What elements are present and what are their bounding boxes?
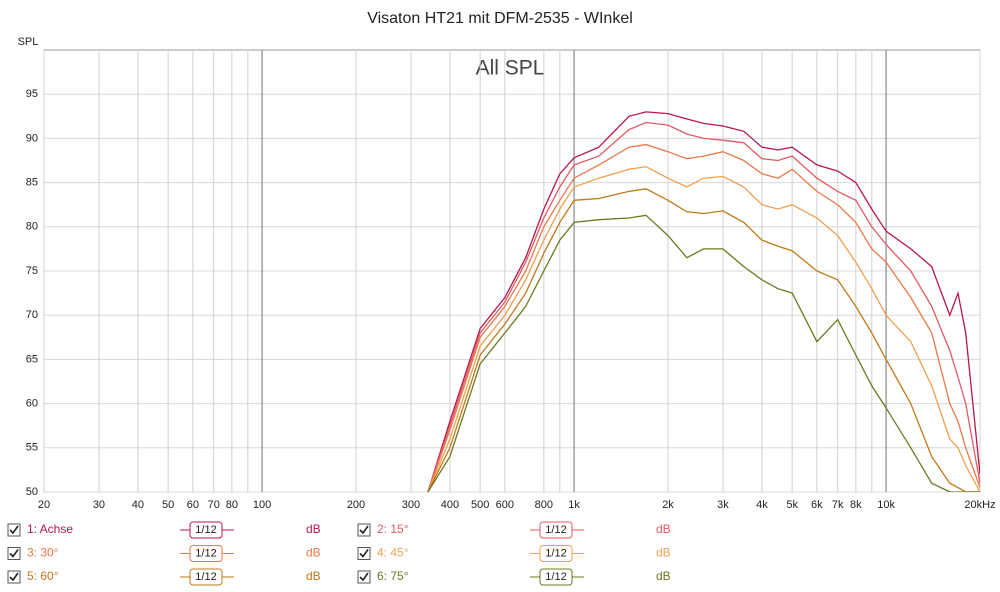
x-tick-label: 6k bbox=[811, 499, 823, 511]
smoothing-box[interactable] bbox=[189, 568, 223, 586]
smoothing-label: 1/12 bbox=[545, 571, 566, 583]
x-tick-label: 400 bbox=[441, 499, 459, 511]
y-tick-label: 75 bbox=[26, 265, 38, 277]
smoothing-box[interactable] bbox=[189, 545, 223, 562]
unit-label: dB bbox=[656, 522, 671, 536]
legend-checkbox[interactable] bbox=[357, 570, 371, 584]
unit-label: dB bbox=[306, 569, 321, 583]
x-tick-label: 70 bbox=[208, 499, 220, 511]
x-tick-label: 80 bbox=[226, 499, 238, 511]
unit-label: dB bbox=[656, 546, 671, 560]
legend-label: 6: 75° bbox=[377, 569, 409, 583]
x-tick-label: 20 bbox=[38, 499, 50, 511]
legend-check bbox=[9, 572, 19, 582]
legend-label: 5: 60° bbox=[27, 569, 59, 583]
x-tick-label: 600 bbox=[496, 499, 514, 511]
y-tick-label: 70 bbox=[26, 309, 38, 321]
x-tick-label: 3k bbox=[717, 499, 729, 511]
y-tick-label: 85 bbox=[26, 177, 38, 189]
x-tick-label: 2k bbox=[662, 499, 674, 511]
legend-check bbox=[9, 525, 19, 535]
chart-title: Visaton HT21 mit DFM-2535 - WInkel bbox=[367, 10, 633, 27]
legend-checkbox[interactable] bbox=[7, 570, 21, 584]
y-tick-label: 80 bbox=[26, 221, 38, 233]
y-tick-label: 95 bbox=[26, 88, 38, 100]
smoothing-label: 1/12 bbox=[545, 547, 566, 559]
x-tick-label: 20kHz bbox=[964, 499, 995, 511]
x-tick-label: 50 bbox=[162, 499, 174, 511]
legend-check bbox=[359, 549, 369, 558]
legend: 1: Achse 1/12 dB 2: 15° 1/12 dB 3: 30° 1/12 dB 4:… bbox=[7, 521, 671, 586]
y-axis-label: SPL bbox=[18, 36, 39, 48]
x-tick-label: 200 bbox=[347, 499, 365, 511]
smoothing-label: 1/12 bbox=[545, 524, 566, 536]
legend-label: 3: 30° bbox=[27, 546, 59, 560]
x-tick-label: 40 bbox=[132, 499, 144, 511]
y-tick-label: 55 bbox=[26, 442, 38, 454]
x-tick-label: 7k bbox=[832, 499, 844, 511]
smoothing-label: 1/12 bbox=[195, 571, 216, 583]
legend-checkbox[interactable] bbox=[7, 547, 21, 560]
legend-check bbox=[9, 549, 19, 558]
unit-label: dB bbox=[306, 522, 321, 536]
legend-checkbox[interactable] bbox=[7, 523, 21, 537]
legend-checkbox[interactable] bbox=[357, 547, 371, 560]
y-tick-label: 90 bbox=[26, 132, 38, 144]
x-tick-label: 60 bbox=[187, 499, 199, 511]
y-tick-label: 60 bbox=[26, 398, 38, 410]
unit-label: dB bbox=[306, 546, 321, 560]
x-tick-label: 30 bbox=[93, 499, 105, 511]
x-tick-label: 5k bbox=[786, 499, 798, 511]
legend-check bbox=[359, 572, 369, 582]
series-line bbox=[427, 143, 980, 492]
annotation: All SPL bbox=[476, 57, 545, 80]
x-tick-label: 1k bbox=[568, 499, 580, 511]
legend-checkbox[interactable] bbox=[357, 523, 371, 537]
series-line bbox=[427, 214, 980, 492]
legend-label: 2: 15° bbox=[377, 522, 409, 536]
unit-label: dB bbox=[656, 569, 671, 583]
series-line bbox=[427, 111, 980, 492]
series-line bbox=[427, 121, 980, 492]
smoothing-label: 1/12 bbox=[195, 547, 216, 559]
x-tick-label: 4k bbox=[756, 499, 768, 511]
smoothing-box[interactable] bbox=[539, 521, 573, 539]
series-line bbox=[427, 188, 980, 492]
y-tick-label: 50 bbox=[26, 486, 38, 498]
legend-label: 1: Achse bbox=[27, 522, 73, 536]
x-tick-label: 8k bbox=[850, 499, 862, 511]
legend-check bbox=[359, 525, 369, 535]
legend-label: 4: 45° bbox=[377, 546, 409, 560]
x-tick-label: 800 bbox=[535, 499, 553, 511]
smoothing-box[interactable] bbox=[189, 521, 223, 539]
x-tick-label: 500 bbox=[471, 499, 489, 511]
y-tick-label: 65 bbox=[26, 353, 38, 365]
smoothing-box[interactable] bbox=[539, 545, 573, 562]
x-tick-label: 100 bbox=[253, 499, 271, 511]
series-line bbox=[427, 166, 980, 492]
x-tick-label: 300 bbox=[402, 499, 420, 511]
smoothing-box[interactable] bbox=[539, 568, 573, 586]
x-tick-label: 10k bbox=[877, 499, 895, 511]
smoothing-label: 1/12 bbox=[195, 524, 216, 536]
